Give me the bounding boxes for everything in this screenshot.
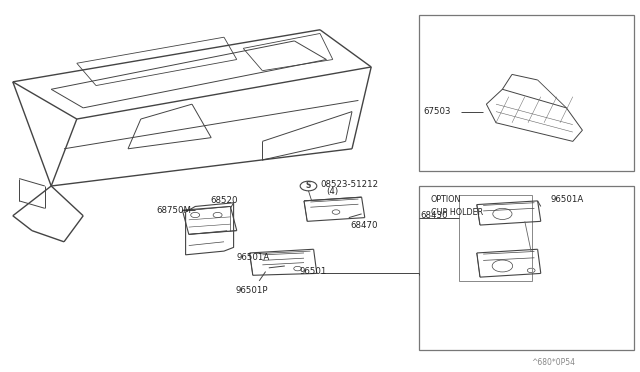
Text: CUP HOLDER: CUP HOLDER (431, 208, 483, 217)
Text: 08523-51212: 08523-51212 (320, 180, 378, 189)
Text: 96501A: 96501A (550, 195, 584, 203)
Text: ^680*0P54: ^680*0P54 (531, 358, 575, 367)
Text: 67503: 67503 (424, 107, 451, 116)
Text: 68470: 68470 (351, 221, 378, 230)
Text: (4): (4) (326, 187, 339, 196)
Text: 68430: 68430 (420, 211, 448, 220)
Bar (419, 186, 634, 350)
Text: S: S (306, 182, 311, 190)
Text: 68520: 68520 (211, 196, 237, 205)
Text: 96501P: 96501P (236, 286, 268, 295)
Text: 96501: 96501 (300, 267, 327, 276)
Text: 96501A: 96501A (237, 253, 270, 262)
Text: OPTION: OPTION (431, 195, 461, 204)
Bar (459, 195, 532, 281)
Bar (419, 15, 634, 171)
Text: 68750M: 68750M (157, 206, 192, 215)
